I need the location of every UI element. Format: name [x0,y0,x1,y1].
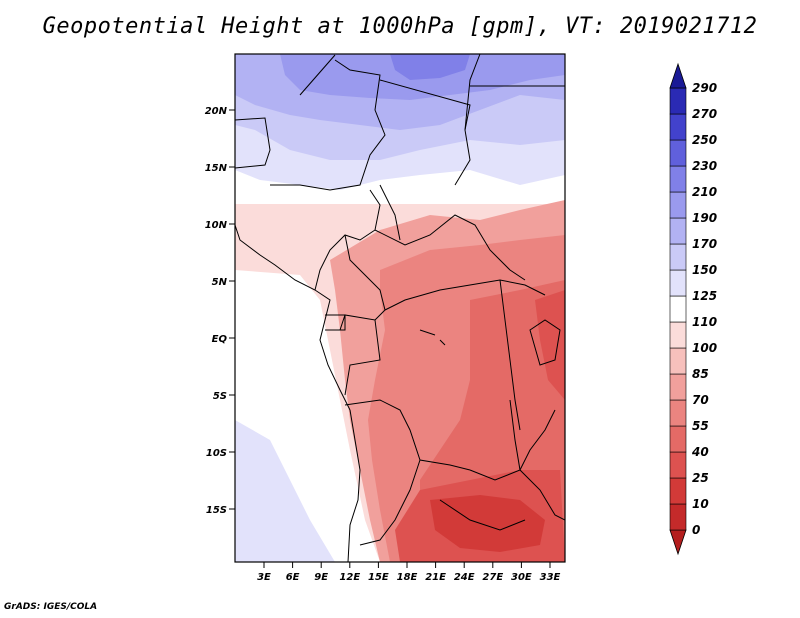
colorbar-label: 40 [691,445,709,459]
lat-tick-label: 5N [212,277,228,288]
colorbar-label: 230 [692,159,717,173]
lon-tick-label: 33E [540,572,561,583]
colorbar-label: 70 [692,393,709,407]
colorbar-swatch [669,477,687,505]
shaded-field [235,54,565,562]
lon-tick-label: 9E [314,572,328,583]
colorbar-label: 210 [692,185,717,199]
colorbar-label: 290 [692,81,717,95]
lon-tick-label: 6E [286,572,300,583]
lat-tick-label: 15S [206,505,227,516]
colorbar-label: 0 [692,523,700,537]
colorbar-label: 110 [692,315,717,329]
colorbar-swatch [669,139,687,167]
colorbar-swatch [669,243,687,271]
lon-tick-label: 15E [368,572,389,583]
colorbar-swatch [669,113,687,141]
lat-tick-label: 10N [205,220,228,231]
colorbar-label: 170 [692,237,717,251]
colorbar-label: 190 [692,211,717,225]
colorbar-swatch [669,191,687,219]
map-frame [234,53,566,563]
colorbar-swatch [669,87,687,115]
colorbar-swatch [669,529,687,556]
lon-tick-label: 27E [482,572,503,583]
colorbar-swatch [669,373,687,401]
colorbar-swatch [669,269,687,297]
colorbar-label: 250 [692,133,717,147]
colorbar-swatch [669,217,687,245]
colorbar-swatch [669,62,687,89]
lat-tick-label: 20N [205,106,228,117]
colorbar-swatch [669,347,687,375]
colorbar-swatch [669,295,687,323]
colorbar-swatch [669,451,687,479]
longitude-axis: 3E 6E 9E 12E 15E 18E 21E 24E 27E 30E 33E [257,562,561,583]
colorbar-swatch [669,399,687,427]
map-title: Geopotential Height at 1000hPa [gpm], VT… [42,14,758,39]
lon-tick-label: 3E [257,572,271,583]
colorbar-label: 150 [692,263,717,277]
lon-tick-label: 30E [511,572,532,583]
lon-tick-label: 18E [397,572,418,583]
colorbar-label: 125 [692,289,717,303]
colorbar-label: 85 [692,367,709,381]
colorbar-swatch [669,321,687,349]
colorbar: 0 10 25 40 55 70 85 100 110 125 150 170 190 210 230 250… [669,62,717,556]
lat-tick-label: 15N [205,163,228,174]
lon-tick-label: 12E [339,572,360,583]
footer-credit: GrADS: IGES/COLA [4,602,98,612]
country-borders [235,54,565,562]
colorbar-swatch [669,503,687,531]
lat-tick-label: 10S [206,448,227,459]
colorbar-label: 55 [692,419,709,433]
lon-tick-label: 21E [425,572,446,583]
lat-tick-label: 5S [213,391,227,402]
colorbar-label: 25 [692,471,709,485]
lat-tick-label: EQ [212,334,228,345]
latitude-axis: 20N 15N 10N 5N EQ 5S 10S 15S [205,106,235,516]
colorbar-swatch [669,425,687,453]
colorbar-label: 10 [692,497,709,511]
colorbar-swatch [669,165,687,193]
colorbar-label: 270 [692,107,717,121]
colorbar-label: 100 [692,341,717,355]
lon-tick-label: 24E [454,572,475,583]
